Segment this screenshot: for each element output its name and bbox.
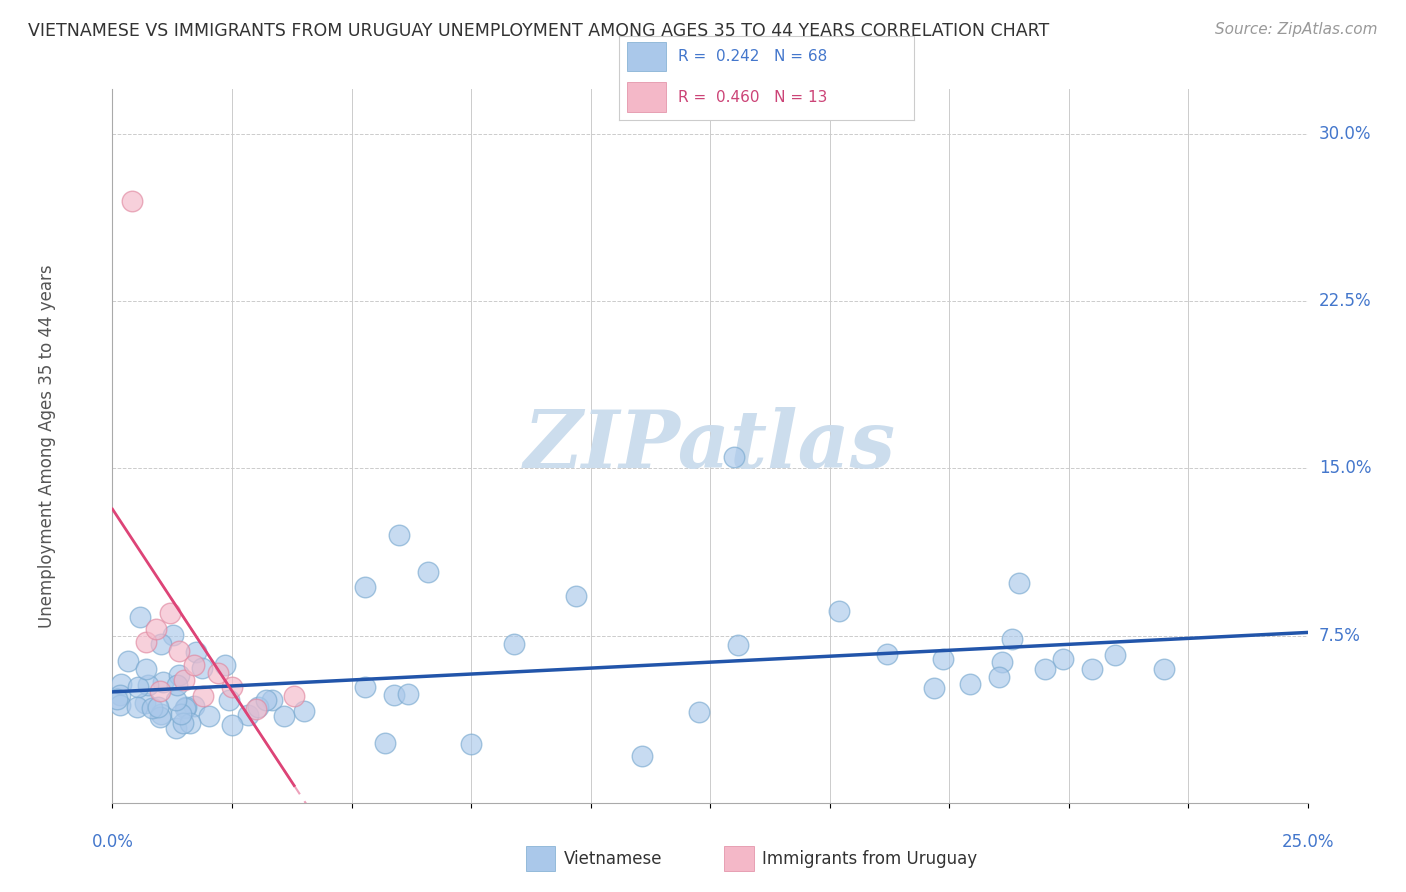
- Point: [162, 628, 184, 642]
- Point: [172, 716, 194, 731]
- Point: [382, 688, 405, 702]
- Text: 15.0%: 15.0%: [1319, 459, 1371, 477]
- Point: [221, 717, 243, 731]
- Point: [183, 657, 205, 672]
- Point: [218, 693, 240, 707]
- Point: [260, 692, 283, 706]
- Point: [207, 666, 229, 681]
- Point: [152, 674, 174, 689]
- Bar: [526, 847, 555, 871]
- Point: [727, 638, 749, 652]
- Point: [165, 721, 187, 735]
- Text: R =  0.460   N = 13: R = 0.460 N = 13: [678, 89, 827, 104]
- Point: [273, 709, 295, 723]
- Point: [167, 668, 190, 682]
- Point: [165, 693, 187, 707]
- Point: [141, 701, 163, 715]
- Point: [179, 716, 201, 731]
- Point: [117, 654, 139, 668]
- Point: [388, 528, 411, 542]
- Point: [688, 705, 710, 719]
- Point: [174, 699, 197, 714]
- Point: [565, 589, 588, 603]
- Point: [283, 689, 305, 703]
- Point: [723, 450, 745, 465]
- Point: [193, 689, 215, 703]
- Text: Source: ZipAtlas.com: Source: ZipAtlas.com: [1215, 22, 1378, 37]
- Point: [150, 637, 173, 651]
- Point: [108, 698, 131, 713]
- Text: 0.0%: 0.0%: [91, 833, 134, 851]
- Bar: [627, 42, 666, 71]
- Point: [396, 687, 419, 701]
- Text: ZIPatlas: ZIPatlas: [524, 408, 896, 484]
- Point: [1033, 662, 1056, 676]
- Point: [149, 710, 172, 724]
- Point: [254, 693, 277, 707]
- Point: [247, 700, 270, 714]
- Point: [127, 681, 149, 695]
- Point: [174, 700, 197, 714]
- Point: [150, 707, 173, 722]
- Point: [173, 673, 195, 687]
- Point: [354, 581, 377, 595]
- Point: [236, 708, 259, 723]
- Point: [1052, 651, 1074, 665]
- Point: [110, 677, 132, 691]
- Point: [134, 696, 156, 710]
- Point: [191, 661, 214, 675]
- Point: [245, 702, 267, 716]
- Point: [1104, 648, 1126, 662]
- Point: [125, 700, 148, 714]
- Point: [159, 607, 181, 621]
- Text: Immigrants from Uruguay: Immigrants from Uruguay: [762, 849, 977, 868]
- Point: [1008, 576, 1031, 591]
- Point: [630, 748, 652, 763]
- Point: [221, 680, 243, 694]
- Point: [121, 194, 143, 208]
- Point: [129, 610, 152, 624]
- Point: [991, 655, 1014, 669]
- Point: [169, 644, 191, 658]
- Point: [214, 657, 236, 672]
- Point: [292, 704, 315, 718]
- Point: [988, 670, 1011, 684]
- Point: [110, 688, 132, 702]
- Text: Vietnamese: Vietnamese: [564, 849, 662, 868]
- Bar: [627, 82, 666, 112]
- Point: [135, 635, 157, 649]
- Point: [932, 652, 955, 666]
- Point: [416, 565, 439, 579]
- Point: [149, 684, 172, 698]
- Point: [135, 662, 157, 676]
- Text: 22.5%: 22.5%: [1319, 292, 1371, 310]
- Text: 7.5%: 7.5%: [1319, 626, 1361, 645]
- Point: [353, 680, 375, 694]
- Point: [460, 737, 482, 751]
- Point: [373, 736, 395, 750]
- Point: [183, 699, 205, 714]
- Point: [876, 647, 898, 661]
- Point: [105, 692, 128, 706]
- Point: [1081, 662, 1104, 676]
- Point: [148, 699, 170, 714]
- Point: [170, 706, 193, 721]
- Point: [198, 709, 221, 723]
- Point: [502, 637, 524, 651]
- Point: [145, 622, 167, 636]
- Point: [166, 678, 188, 692]
- Text: Unemployment Among Ages 35 to 44 years: Unemployment Among Ages 35 to 44 years: [38, 264, 56, 628]
- Point: [136, 678, 159, 692]
- Text: 25.0%: 25.0%: [1281, 833, 1334, 851]
- Point: [1153, 662, 1175, 676]
- Point: [828, 604, 851, 618]
- Text: VIETNAMESE VS IMMIGRANTS FROM URUGUAY UNEMPLOYMENT AMONG AGES 35 TO 44 YEARS COR: VIETNAMESE VS IMMIGRANTS FROM URUGUAY UN…: [28, 22, 1049, 40]
- Text: R =  0.242   N = 68: R = 0.242 N = 68: [678, 49, 827, 64]
- Text: 30.0%: 30.0%: [1319, 125, 1371, 143]
- Point: [924, 681, 946, 695]
- Point: [184, 645, 207, 659]
- Bar: [724, 847, 754, 871]
- Point: [959, 677, 981, 691]
- Point: [1001, 632, 1024, 646]
